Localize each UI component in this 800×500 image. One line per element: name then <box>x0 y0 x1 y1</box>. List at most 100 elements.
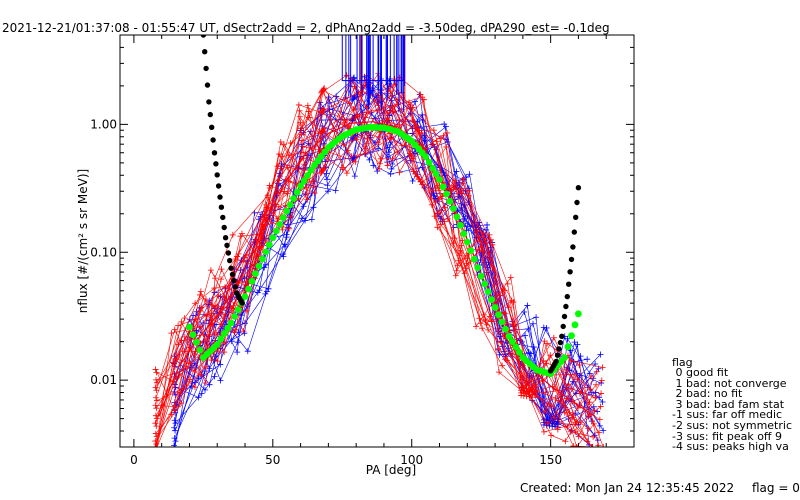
data-point-marker <box>298 131 305 138</box>
data-point-marker <box>480 311 487 318</box>
data-point-marker <box>480 230 487 237</box>
data-point-marker <box>238 230 245 237</box>
data-point-marker <box>318 88 325 95</box>
data-point-marker <box>302 217 309 224</box>
fit-curve-point <box>227 319 235 327</box>
data-point-marker <box>530 344 537 351</box>
fit-curve-point <box>272 227 280 235</box>
data-point-marker <box>594 444 601 447</box>
data-point-marker <box>284 190 291 197</box>
data-point-marker <box>576 362 583 369</box>
data-point-marker <box>484 221 491 228</box>
data-point-marker <box>450 240 457 247</box>
data-point-marker <box>523 393 530 400</box>
data-point-marker <box>410 155 417 162</box>
data-point-marker <box>465 185 472 192</box>
fit-curve-point <box>498 318 506 326</box>
data-point-marker <box>215 348 222 355</box>
data-point-marker <box>388 165 395 172</box>
data-point-marker <box>496 369 503 376</box>
data-point-marker <box>181 333 188 340</box>
data-point-marker <box>178 318 185 325</box>
data-point-marker <box>525 325 532 332</box>
data-point-marker <box>384 110 391 117</box>
asymptote-point <box>204 82 211 88</box>
data-point-marker <box>476 219 483 226</box>
data-point-marker <box>564 423 571 430</box>
data-point-marker <box>598 390 605 397</box>
data-point-marker <box>256 243 263 250</box>
fit-curve-point <box>259 255 266 263</box>
data-point-marker <box>568 385 575 392</box>
y-tick-label: 0.10 <box>90 245 117 259</box>
data-point-marker <box>366 156 373 163</box>
flag-legend: 0 good fit 1 bad: not converge 2 bad: no… <box>672 367 792 453</box>
data-point-marker <box>305 114 312 121</box>
data-point-marker <box>599 399 606 406</box>
data-point-marker <box>152 420 159 427</box>
legend-item: 1 bad: not converge <box>672 376 787 390</box>
data-point-marker <box>171 442 178 447</box>
data-point-marker <box>550 334 557 341</box>
data-point-marker <box>318 109 325 116</box>
data-point-marker <box>349 96 356 103</box>
data-point-marker <box>584 356 591 363</box>
data-point-marker <box>217 276 224 283</box>
data-point-marker <box>191 368 198 375</box>
data-point-marker <box>180 385 187 392</box>
data-point-marker <box>421 137 428 144</box>
fit-curve-point <box>463 238 471 246</box>
data-point-marker <box>437 221 444 228</box>
data-point-marker <box>202 380 209 386</box>
asymptote-point <box>575 185 582 191</box>
data-point-marker <box>540 428 547 435</box>
asymptote-point <box>203 65 209 72</box>
fit-curve-point <box>439 183 447 191</box>
fit-curve-point <box>279 214 287 222</box>
data-point-marker <box>277 165 284 172</box>
data-point-marker <box>183 381 190 388</box>
data-point-marker <box>419 117 426 124</box>
data-point-marker <box>570 443 577 447</box>
data-point-marker <box>231 329 238 336</box>
axis-layer: 0 50 100 150 0.01 0.10 1.00 <box>90 34 634 467</box>
data-point-marker <box>458 185 465 192</box>
data-point-marker <box>243 307 250 314</box>
data-point-marker <box>590 433 597 440</box>
data-point-marker <box>340 141 347 148</box>
data-point-marker <box>574 404 581 411</box>
data-point-marker <box>585 425 592 432</box>
fit-curve-point <box>422 153 429 161</box>
chart-title: 2021-12-21/01:37:08 - 01:55:47 UT, dSect… <box>2 21 610 35</box>
data-point-marker <box>574 341 581 348</box>
data-point-marker <box>542 389 549 396</box>
data-point-marker <box>526 393 533 400</box>
data-point-marker <box>237 233 244 240</box>
data-point-marker <box>152 402 159 409</box>
data-point-marker <box>218 266 225 273</box>
data-point-marker <box>254 289 261 296</box>
data-point-marker <box>261 264 268 271</box>
data-point-marker <box>420 96 427 103</box>
data-point-marker <box>343 170 350 177</box>
x-tick-label: 0 <box>130 453 138 467</box>
data-point-marker <box>191 352 198 359</box>
data-point-marker <box>197 372 204 379</box>
data-point-marker <box>541 409 548 416</box>
asymptote-point <box>225 250 232 256</box>
data-point-marker <box>572 410 579 417</box>
fit-curve-point <box>304 172 311 179</box>
asymptote-point <box>554 352 561 358</box>
data-point-marker <box>175 322 182 329</box>
asymptote-point <box>566 281 572 287</box>
fit-curve-point <box>450 205 457 212</box>
data-point-marker <box>596 422 603 429</box>
data-point-marker <box>586 399 593 406</box>
data-point-marker <box>280 141 287 148</box>
data-point-marker <box>348 153 355 160</box>
saturation-box <box>341 35 404 82</box>
data-point-marker <box>153 369 160 376</box>
data-point-marker <box>563 366 570 373</box>
data-point-marker <box>597 403 604 410</box>
asymptote-point <box>206 99 212 105</box>
